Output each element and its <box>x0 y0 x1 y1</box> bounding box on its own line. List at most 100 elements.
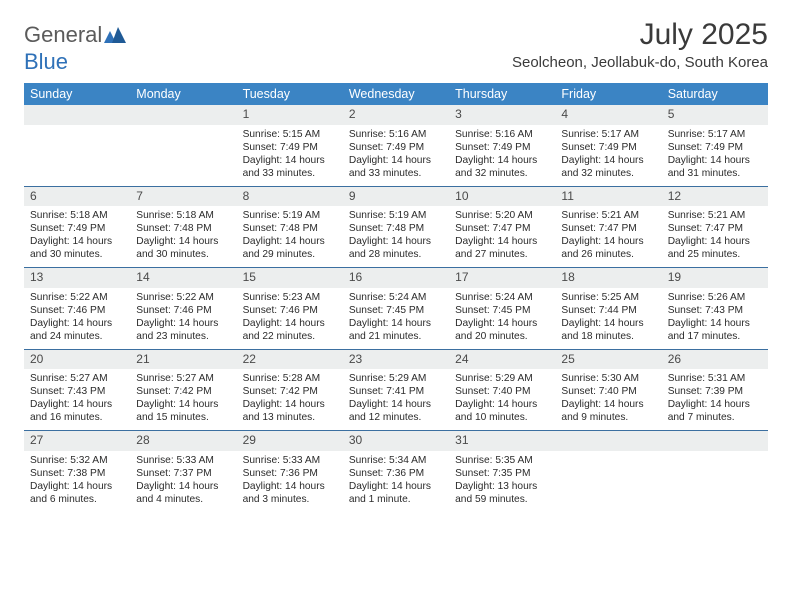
day-body: Sunrise: 5:33 AMSunset: 7:37 PMDaylight:… <box>130 451 236 512</box>
day-body: Sunrise: 5:29 AMSunset: 7:40 PMDaylight:… <box>449 369 555 430</box>
day-number: 28 <box>130 431 236 450</box>
day-number: 21 <box>130 350 236 369</box>
sunrise-line: Sunrise: 5:24 AM <box>349 291 443 304</box>
day-cell: 1Sunrise: 5:15 AMSunset: 7:49 PMDaylight… <box>237 105 343 186</box>
sunset-line: Sunset: 7:49 PM <box>349 141 443 154</box>
day-body: Sunrise: 5:21 AMSunset: 7:47 PMDaylight:… <box>555 206 661 267</box>
sunset-line: Sunset: 7:49 PM <box>243 141 337 154</box>
week-row: 27Sunrise: 5:32 AMSunset: 7:38 PMDayligh… <box>24 431 768 512</box>
day-cell: 15Sunrise: 5:23 AMSunset: 7:46 PMDayligh… <box>237 268 343 349</box>
sunrise-line: Sunrise: 5:29 AM <box>455 372 549 385</box>
day-number: 7 <box>130 187 236 206</box>
logo-mark-icon <box>104 23 126 49</box>
daylight-line: Daylight: 14 hours and 30 minutes. <box>136 235 230 261</box>
logo-text-part2: Blue <box>24 49 68 74</box>
day-number: 16 <box>343 268 449 287</box>
day-body: Sunrise: 5:18 AMSunset: 7:48 PMDaylight:… <box>130 206 236 267</box>
daylight-line: Daylight: 14 hours and 6 minutes. <box>30 480 124 506</box>
daylight-line: Daylight: 14 hours and 16 minutes. <box>30 398 124 424</box>
day-body: Sunrise: 5:24 AMSunset: 7:45 PMDaylight:… <box>449 288 555 349</box>
day-body: Sunrise: 5:22 AMSunset: 7:46 PMDaylight:… <box>130 288 236 349</box>
day-cell: 13Sunrise: 5:22 AMSunset: 7:46 PMDayligh… <box>24 268 130 349</box>
sunrise-line: Sunrise: 5:18 AM <box>136 209 230 222</box>
day-body: Sunrise: 5:17 AMSunset: 7:49 PMDaylight:… <box>555 125 661 186</box>
daylight-line: Daylight: 14 hours and 10 minutes. <box>455 398 549 424</box>
sunset-line: Sunset: 7:47 PM <box>561 222 655 235</box>
day-number: 23 <box>343 350 449 369</box>
daylight-line: Daylight: 14 hours and 28 minutes. <box>349 235 443 261</box>
daylight-line: Daylight: 14 hours and 3 minutes. <box>243 480 337 506</box>
day-body: Sunrise: 5:27 AMSunset: 7:43 PMDaylight:… <box>24 369 130 430</box>
sunrise-line: Sunrise: 5:19 AM <box>243 209 337 222</box>
day-cell: 5Sunrise: 5:17 AMSunset: 7:49 PMDaylight… <box>662 105 768 186</box>
sunset-line: Sunset: 7:35 PM <box>455 467 549 480</box>
day-number: 8 <box>237 187 343 206</box>
day-cell: 30Sunrise: 5:34 AMSunset: 7:36 PMDayligh… <box>343 431 449 512</box>
sunset-line: Sunset: 7:48 PM <box>136 222 230 235</box>
day-cell: 6Sunrise: 5:18 AMSunset: 7:49 PMDaylight… <box>24 187 130 268</box>
day-body: Sunrise: 5:29 AMSunset: 7:41 PMDaylight:… <box>343 369 449 430</box>
day-number: 29 <box>237 431 343 450</box>
day-cell: Sunrise: Sunset: Daylight: <box>662 431 768 512</box>
week-row: 20Sunrise: 5:27 AMSunset: 7:43 PMDayligh… <box>24 350 768 432</box>
sunset-line: Sunset: 7:38 PM <box>30 467 124 480</box>
day-cell: 27Sunrise: 5:32 AMSunset: 7:38 PMDayligh… <box>24 431 130 512</box>
day-number: 22 <box>237 350 343 369</box>
logo-text-part1: General <box>24 22 102 47</box>
day-header-cell: Wednesday <box>343 83 449 105</box>
week-row: 13Sunrise: 5:22 AMSunset: 7:46 PMDayligh… <box>24 268 768 350</box>
day-number <box>130 105 236 124</box>
day-cell: 24Sunrise: 5:29 AMSunset: 7:40 PMDayligh… <box>449 350 555 431</box>
sunrise-line: Sunrise: 5:15 AM <box>243 128 337 141</box>
day-header-cell: Monday <box>130 83 236 105</box>
daylight-line: Daylight: 13 hours and 59 minutes. <box>455 480 549 506</box>
day-number: 26 <box>662 350 768 369</box>
sunset-line: Sunset: 7:49 PM <box>561 141 655 154</box>
day-cell: 20Sunrise: 5:27 AMSunset: 7:43 PMDayligh… <box>24 350 130 431</box>
day-number: 1 <box>237 105 343 124</box>
day-cell: 12Sunrise: 5:21 AMSunset: 7:47 PMDayligh… <box>662 187 768 268</box>
day-number <box>555 431 661 450</box>
day-body: Sunrise: 5:16 AMSunset: 7:49 PMDaylight:… <box>343 125 449 186</box>
day-number: 12 <box>662 187 768 206</box>
sunset-line: Sunset: 7:43 PM <box>668 304 762 317</box>
sunset-line: Sunset: 7:40 PM <box>455 385 549 398</box>
sunrise-line: Sunrise: 5:16 AM <box>349 128 443 141</box>
sunrise-line: Sunrise: 5:35 AM <box>455 454 549 467</box>
day-body: Sunrise: 5:24 AMSunset: 7:45 PMDaylight:… <box>343 288 449 349</box>
day-cell: 25Sunrise: 5:30 AMSunset: 7:40 PMDayligh… <box>555 350 661 431</box>
daylight-line: Daylight: 14 hours and 32 minutes. <box>561 154 655 180</box>
sunrise-line: Sunrise: 5:29 AM <box>349 372 443 385</box>
sunrise-line: Sunrise: 5:26 AM <box>668 291 762 304</box>
day-cell: Sunrise: Sunset: Daylight: <box>130 105 236 186</box>
day-body: Sunrise: 5:19 AMSunset: 7:48 PMDaylight:… <box>343 206 449 267</box>
day-cell: 7Sunrise: 5:18 AMSunset: 7:48 PMDaylight… <box>130 187 236 268</box>
day-number: 2 <box>343 105 449 124</box>
daylight-line: Daylight: 14 hours and 13 minutes. <box>243 398 337 424</box>
sunrise-line: Sunrise: 5:32 AM <box>30 454 124 467</box>
sunset-line: Sunset: 7:45 PM <box>349 304 443 317</box>
sunrise-line: Sunrise: 5:33 AM <box>243 454 337 467</box>
sunrise-line: Sunrise: 5:34 AM <box>349 454 443 467</box>
daylight-line: Daylight: 14 hours and 31 minutes. <box>668 154 762 180</box>
day-number: 25 <box>555 350 661 369</box>
sunrise-line: Sunrise: 5:27 AM <box>136 372 230 385</box>
day-cell: 17Sunrise: 5:24 AMSunset: 7:45 PMDayligh… <box>449 268 555 349</box>
day-cell: 21Sunrise: 5:27 AMSunset: 7:42 PMDayligh… <box>130 350 236 431</box>
day-cell: 10Sunrise: 5:20 AMSunset: 7:47 PMDayligh… <box>449 187 555 268</box>
daylight-line: Daylight: 14 hours and 7 minutes. <box>668 398 762 424</box>
calendar: SundayMondayTuesdayWednesdayThursdayFrid… <box>24 83 768 512</box>
sunset-line: Sunset: 7:40 PM <box>561 385 655 398</box>
sunset-line: Sunset: 7:46 PM <box>30 304 124 317</box>
day-number: 30 <box>343 431 449 450</box>
daylight-line: Daylight: 14 hours and 30 minutes. <box>30 235 124 261</box>
header: GeneralBlue July 2025 Seolcheon, Jeollab… <box>24 18 768 75</box>
day-cell: 29Sunrise: 5:33 AMSunset: 7:36 PMDayligh… <box>237 431 343 512</box>
daylight-line: Daylight: 14 hours and 18 minutes. <box>561 317 655 343</box>
daylight-line: Daylight: 14 hours and 1 minute. <box>349 480 443 506</box>
day-body: Sunrise: 5:31 AMSunset: 7:39 PMDaylight:… <box>662 369 768 430</box>
day-number: 3 <box>449 105 555 124</box>
sunset-line: Sunset: 7:47 PM <box>455 222 549 235</box>
day-number: 17 <box>449 268 555 287</box>
sunrise-line: Sunrise: 5:30 AM <box>561 372 655 385</box>
